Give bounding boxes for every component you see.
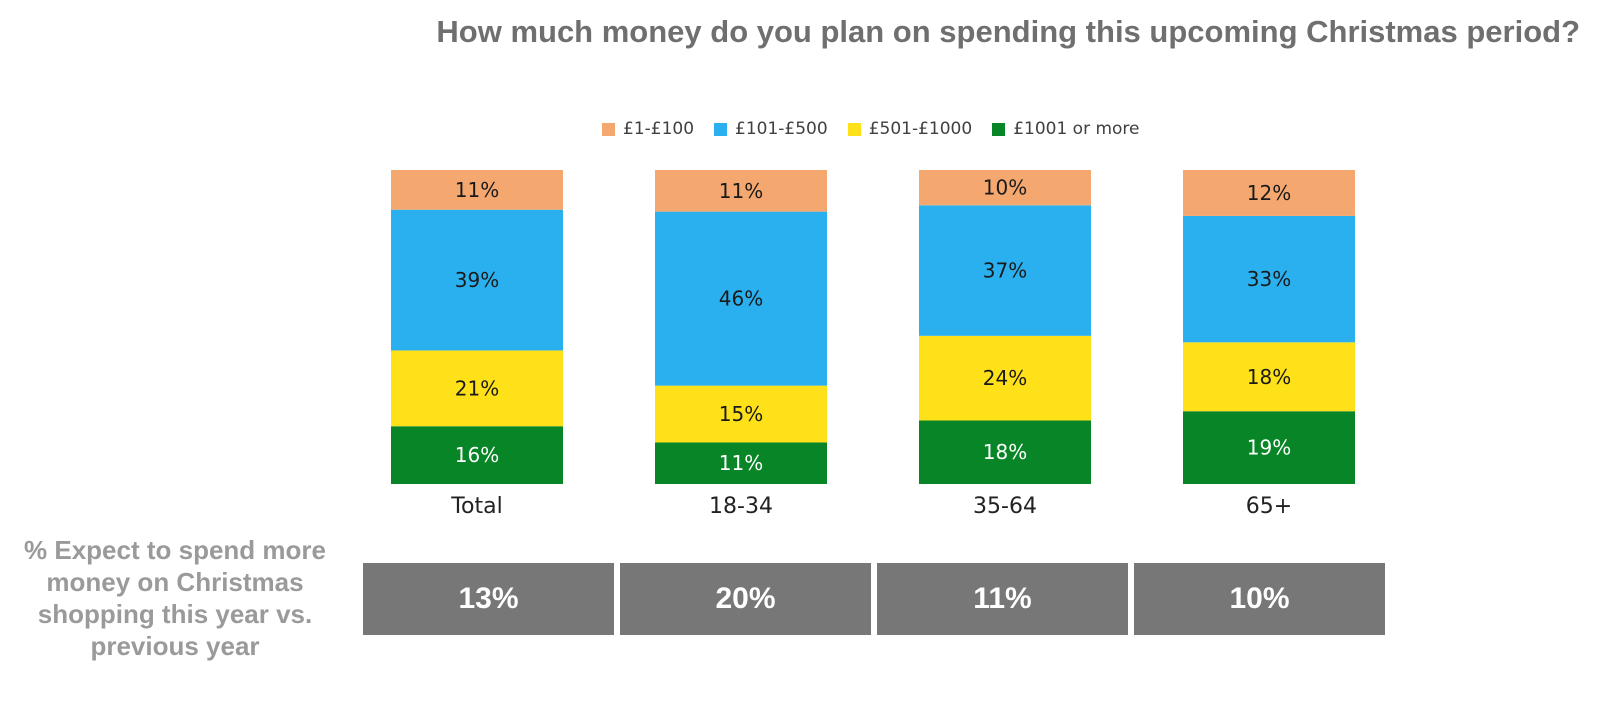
data-label: 19% xyxy=(1247,436,1291,460)
data-label: 24% xyxy=(983,366,1027,390)
legend-swatch xyxy=(602,122,615,136)
bar-segment-65-1-100 xyxy=(1183,170,1355,216)
bar-segment-total-1-100 xyxy=(391,170,563,210)
data-label: 18% xyxy=(1247,365,1291,389)
chart-title: How much money do you plan on spending t… xyxy=(436,14,1580,49)
category-label: 18-34 xyxy=(709,494,773,519)
data-label: 37% xyxy=(983,259,1027,283)
expect-more-row: 13% 20% 11% 10% xyxy=(363,563,1385,635)
expect-more-label: % Expect to spend more money on Christma… xyxy=(24,535,326,661)
bar-segment-total-101-500 xyxy=(391,209,563,351)
data-label: 11% xyxy=(455,178,499,202)
bar-segment-35-64-501-1000 xyxy=(919,335,1091,421)
data-label: 10% xyxy=(983,176,1027,200)
legend-label: £1001 or more xyxy=(1013,119,1140,139)
bar-segment-total-501-1000 xyxy=(391,350,563,427)
bar-segment-18-34-501-1000 xyxy=(655,385,827,443)
data-label: 21% xyxy=(455,376,499,400)
legend-item-101-500: £101-£500 xyxy=(714,119,828,139)
category-label: 65+ xyxy=(1246,494,1292,519)
legend-label: £101-£500 xyxy=(735,119,828,139)
bar-segment-65-501-1000 xyxy=(1183,342,1355,412)
expect-value-65-plus: 10% xyxy=(1134,563,1385,635)
legend-item-1-100: £1-£100 xyxy=(602,119,694,139)
legend-label: £1-£100 xyxy=(623,119,695,139)
legend-item-1001-or-more: £1001 or more xyxy=(992,119,1140,139)
legend-swatch xyxy=(714,122,728,136)
category-label: 35-64 xyxy=(973,494,1037,519)
bar-segment-18-34-101-500 xyxy=(655,211,827,386)
data-label: 33% xyxy=(1247,267,1291,291)
legend-label: £501-£1000 xyxy=(868,119,973,139)
expect-value-18-34: 20% xyxy=(620,563,871,635)
bar-segment-total-1001-or-more xyxy=(391,426,563,484)
legend-swatch xyxy=(992,122,1006,136)
data-label: 12% xyxy=(1247,181,1291,205)
bar-segment-65-101-500 xyxy=(1183,215,1355,343)
data-label: 46% xyxy=(719,287,763,311)
chart-legend: £1-£100 £101-£500 £501-£1000 £1001 or more xyxy=(602,119,1140,139)
data-label: 16% xyxy=(455,443,499,467)
category-label: Total xyxy=(450,494,502,519)
bar-segment-35-64-1001-or-more xyxy=(919,420,1091,484)
expect-value-35-64: 11% xyxy=(877,563,1128,635)
bar-segment-18-34-1-100 xyxy=(655,170,827,212)
legend-swatch xyxy=(847,122,861,136)
data-label: 15% xyxy=(719,402,763,426)
bar-segment-65-1001-or-more xyxy=(1183,411,1355,484)
data-label: 39% xyxy=(455,268,499,292)
data-label: 11% xyxy=(719,179,763,203)
data-label: 18% xyxy=(983,440,1027,464)
bar-segment-18-34-1001-or-more xyxy=(655,442,827,484)
bar-segment-35-64-101-500 xyxy=(919,205,1091,336)
expect-value-total: 13% xyxy=(363,563,614,635)
data-label: 11% xyxy=(719,451,763,475)
legend-item-501-1000: £501-£1000 xyxy=(847,119,973,139)
bar-segment-35-64-1-100 xyxy=(919,170,1091,206)
